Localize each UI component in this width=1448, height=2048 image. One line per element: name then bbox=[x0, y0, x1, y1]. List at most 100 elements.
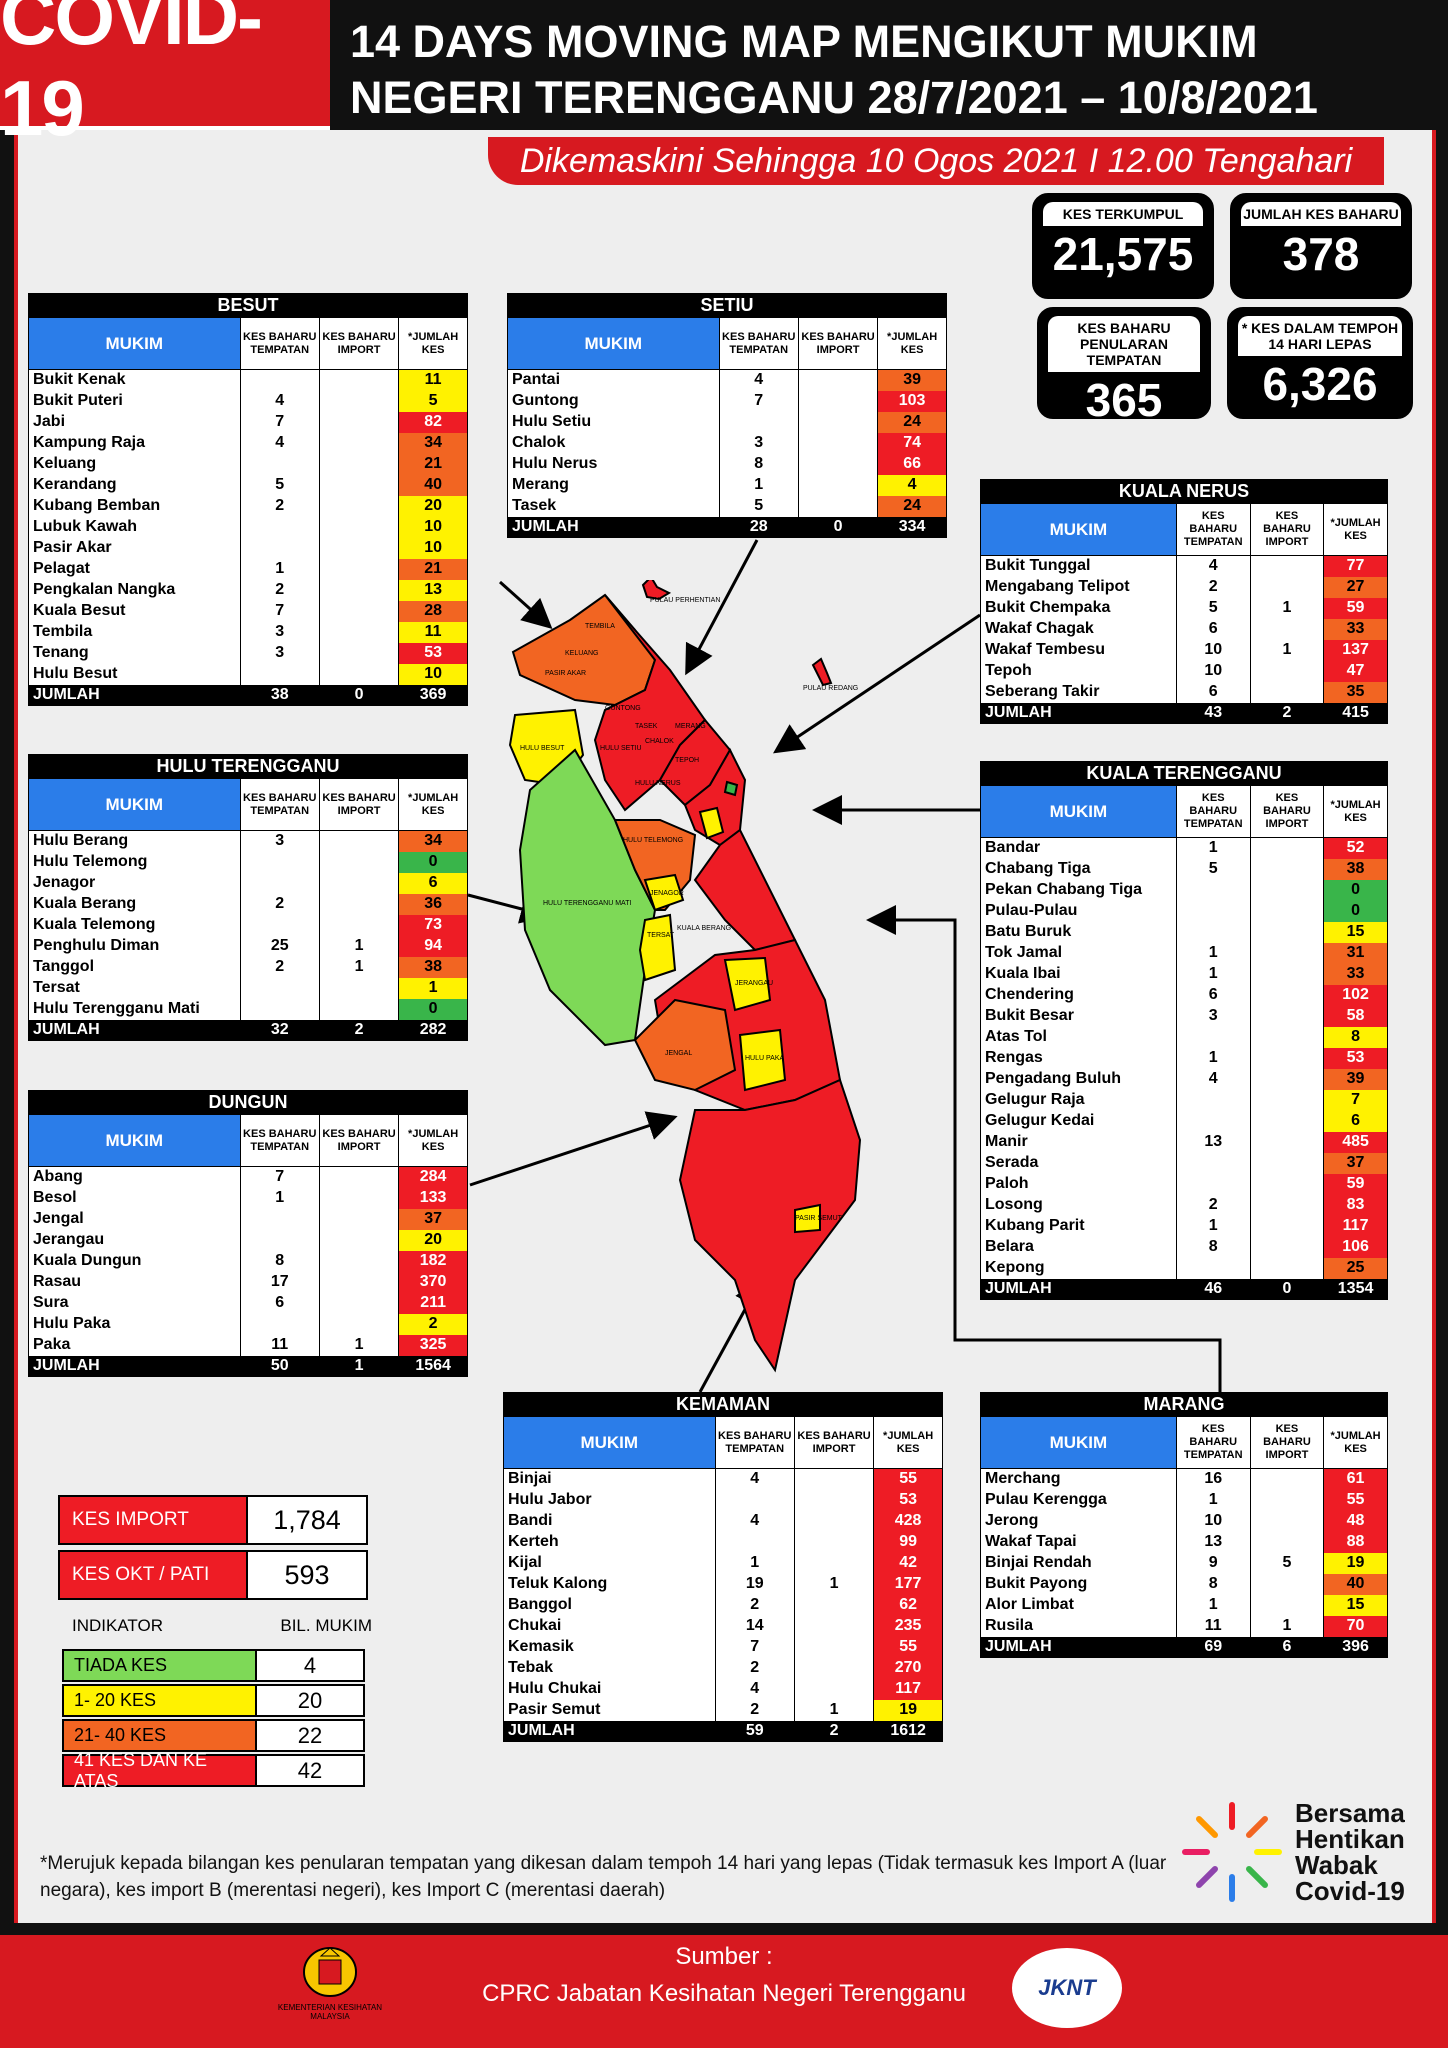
map-label-hulu-nerus: HULU NERUS bbox=[635, 780, 681, 787]
jumlah-kes: 0 bbox=[1323, 879, 1388, 901]
col-import: KES BAHARU IMPORT bbox=[1249, 785, 1325, 838]
total-jumlah: 282 bbox=[398, 1019, 468, 1041]
mukim-name: Losong bbox=[980, 1194, 1177, 1216]
map-label-jenagor: JENAGOR bbox=[650, 890, 684, 897]
table-row: Tok Jamal 1 31 bbox=[980, 942, 1388, 964]
kes-tempatan: 2 bbox=[239, 956, 320, 978]
mukim-name: Bukit Payong bbox=[980, 1573, 1177, 1595]
table-kemaman: KEMAMAN MUKIM KES BAHARU TEMPATAN KES BAHAR… bbox=[503, 1392, 943, 1742]
table-besut: BESUT MUKIM KES BAHARU TEMPATAN KES BAHARU … bbox=[28, 293, 468, 706]
mukim-name: Pekan Chabang Tiga bbox=[980, 879, 1177, 901]
kes-tempatan: 4 bbox=[239, 432, 320, 454]
table-row: Kuala Telemong 73 bbox=[28, 914, 468, 936]
total-jumlah: 1354 bbox=[1323, 1278, 1388, 1300]
map-label-merang: MERANG bbox=[675, 723, 706, 730]
kes-import bbox=[793, 1489, 875, 1511]
table-row: Paloh 59 bbox=[980, 1173, 1388, 1195]
map-label-hulu-setiu: HULU SETIU bbox=[600, 745, 642, 752]
kes-import bbox=[318, 914, 400, 936]
kes-import bbox=[797, 453, 879, 475]
table-row: Binjai 4 55 bbox=[503, 1468, 943, 1490]
jumlah-kes: 428 bbox=[873, 1510, 943, 1532]
col-mukim: MUKIM bbox=[28, 778, 241, 831]
kes-import bbox=[1249, 1531, 1325, 1553]
kes-tempatan: 7 bbox=[239, 411, 320, 433]
brand-label: COVID-19 bbox=[0, 0, 330, 152]
kes-import bbox=[318, 977, 400, 999]
kes-import bbox=[318, 872, 400, 894]
table-row: Hulu Nerus 8 66 bbox=[507, 453, 947, 475]
table-row: Wakaf Tembesu 10 1 137 bbox=[980, 639, 1388, 661]
table-row: Jabi 7 82 bbox=[28, 411, 468, 433]
table-row: Jerong 10 48 bbox=[980, 1510, 1388, 1532]
table-row: Jengal 37 bbox=[28, 1208, 468, 1230]
mukim-name: Kepong bbox=[980, 1257, 1177, 1279]
mukim-name: Hulu Chukai bbox=[503, 1678, 716, 1700]
stat-value: 6,326 bbox=[1262, 358, 1378, 410]
mukim-name: Pasir Semut bbox=[503, 1699, 716, 1721]
col-import: KES BAHARU IMPORT bbox=[1249, 503, 1325, 556]
indicator-head-value: BIL. MUKIM bbox=[280, 1616, 372, 1635]
kes-tempatan bbox=[239, 537, 320, 559]
kes-import: 1 bbox=[793, 1573, 875, 1595]
table-row: Kuala Berang 2 36 bbox=[28, 893, 468, 915]
map-label-hulu-terengganu-mati: HULU TERENGGANU MATI bbox=[543, 900, 631, 907]
mukim-name: Tepoh bbox=[980, 660, 1177, 682]
mukim-name: Kuala Besut bbox=[28, 600, 241, 622]
jumlah-kes: 39 bbox=[877, 369, 947, 391]
kes-import bbox=[1249, 1026, 1325, 1048]
jknt-logo-text: JKNT bbox=[1038, 1975, 1096, 2000]
arrow-besut bbox=[498, 580, 553, 630]
updated-banner: Dikemaskini Sehingga 10 Ogos 2021 I 12.0… bbox=[488, 137, 1384, 185]
table-row: Wakaf Chagak 6 33 bbox=[980, 618, 1388, 640]
map-label-jengal: JENGAL bbox=[665, 1050, 692, 1057]
table-header-row: MUKIM KES BAHARU TEMPATAN KES BAHARU IMPOR… bbox=[980, 503, 1388, 556]
region-kt-green bbox=[723, 780, 739, 797]
table-row: Merang 1 4 bbox=[507, 474, 947, 496]
mukim-name: Teluk Kalong bbox=[503, 1573, 716, 1595]
mukim-name: Besol bbox=[28, 1187, 241, 1209]
table-row: Tebak 2 270 bbox=[503, 1657, 943, 1679]
kes-import: 1 bbox=[318, 935, 400, 957]
total-tempatan: 59 bbox=[714, 1720, 795, 1742]
jumlah-kes: 6 bbox=[398, 872, 468, 894]
total-tempatan: 32 bbox=[239, 1019, 320, 1041]
kes-import bbox=[318, 1187, 400, 1209]
table-row: Tersat 1 bbox=[28, 977, 468, 999]
kes-tempatan: 3 bbox=[239, 830, 320, 852]
stat-kes-baharu-tempatan: KES BAHARU PENULARAN TEMPATAN 365 bbox=[1037, 307, 1211, 426]
mukim-name: Pasir Akar bbox=[28, 537, 241, 559]
kes-import bbox=[1249, 576, 1325, 598]
kes-import bbox=[1249, 900, 1325, 922]
jumlah-kes: 34 bbox=[398, 830, 468, 852]
kes-tempatan: 7 bbox=[239, 600, 320, 622]
indicator-row: 21- 40 KES 22 bbox=[62, 1719, 365, 1752]
table-row: Bukit Besar 3 58 bbox=[980, 1005, 1388, 1027]
jumlah-kes: 137 bbox=[1323, 639, 1388, 661]
mukim-name: Alor Limbat bbox=[980, 1594, 1177, 1616]
map-label-chalok: CHALOK bbox=[645, 738, 674, 745]
col-import: KES BAHARU IMPORT bbox=[318, 1114, 400, 1167]
kes-import bbox=[318, 998, 400, 1020]
kes-tempatan: 3 bbox=[239, 642, 320, 664]
terengganu-map: PULAU PERHENTIAN PULAU REDANG TEMBILA PA… bbox=[508, 580, 862, 1373]
col-import: KES BAHARU IMPORT bbox=[318, 317, 400, 370]
summary-okt: KES OKT / PATI 593 bbox=[58, 1550, 368, 1600]
island-perhentian bbox=[641, 580, 672, 601]
jumlah-kes: 325 bbox=[398, 1334, 468, 1356]
stat-label: JUMLAH KES BAHARU bbox=[1241, 202, 1401, 226]
col-mukim: MUKIM bbox=[980, 785, 1177, 838]
jumlah-kes: 177 bbox=[873, 1573, 943, 1595]
kes-tempatan: 2 bbox=[239, 893, 320, 915]
mukim-name: Chukai bbox=[503, 1615, 716, 1637]
kes-import bbox=[793, 1615, 875, 1637]
jumlah-kes: 19 bbox=[1323, 1552, 1388, 1574]
jumlah-kes: 33 bbox=[1323, 963, 1388, 985]
kes-tempatan: 7 bbox=[239, 1166, 320, 1188]
table-row: Kerteh 99 bbox=[503, 1531, 943, 1553]
total-label: JUMLAH bbox=[28, 684, 241, 706]
jumlah-kes: 48 bbox=[1323, 1510, 1388, 1532]
mukim-name: Chendering bbox=[980, 984, 1177, 1006]
total-label: JUMLAH bbox=[28, 1355, 241, 1377]
